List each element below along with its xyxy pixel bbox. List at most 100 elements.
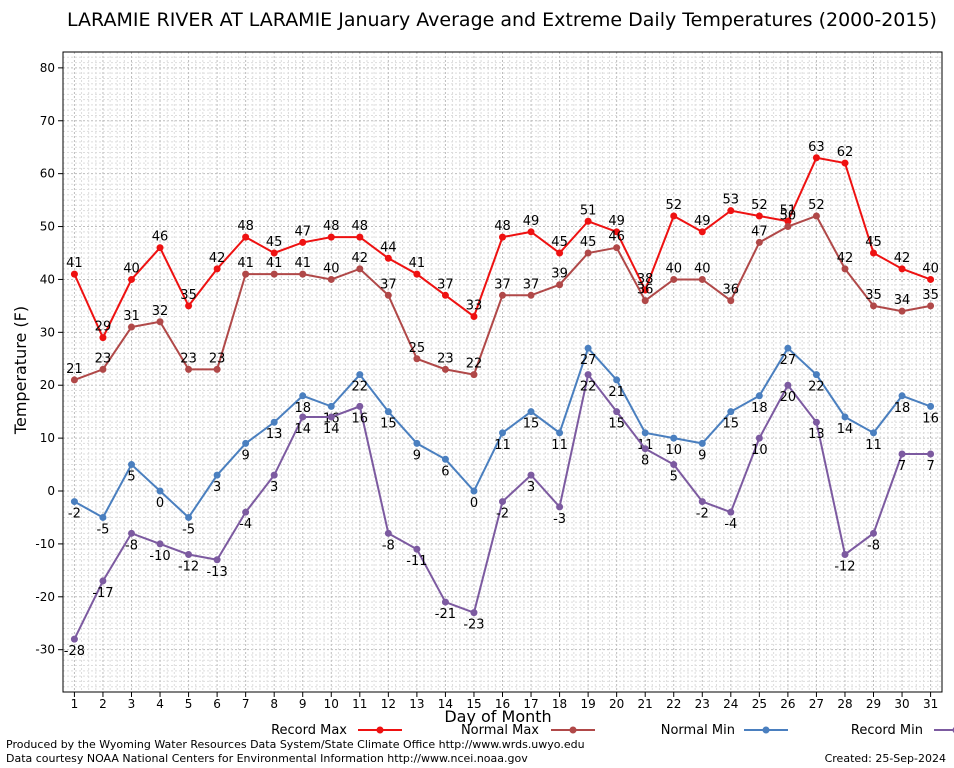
data-label: -10: [149, 549, 170, 564]
data-label: 18: [751, 401, 768, 416]
data-label: 45: [551, 235, 568, 250]
data-point: [213, 365, 221, 373]
data-point: [698, 275, 706, 283]
data-point: [812, 212, 820, 220]
data-point: [527, 471, 535, 479]
data-label: 48: [352, 219, 369, 234]
data-label: 40: [922, 261, 939, 276]
data-point: [927, 402, 935, 410]
data-label: 36: [723, 283, 740, 298]
data-label: 27: [580, 353, 597, 368]
data-label: 25: [409, 341, 426, 356]
data-label: 52: [665, 198, 682, 213]
data-point: [356, 233, 364, 241]
x-tick-label: 23: [695, 697, 710, 711]
data-label: 10: [665, 443, 682, 458]
data-point: [698, 439, 706, 447]
data-point: [584, 249, 592, 257]
data-label: 48: [323, 219, 340, 234]
x-tick-label: 15: [466, 697, 481, 711]
data-label: 22: [352, 380, 369, 395]
y-tick-label: -20: [35, 590, 55, 604]
x-tick-label: 10: [324, 697, 339, 711]
data-label: 47: [751, 224, 768, 239]
data-label: 29: [95, 320, 112, 335]
data-point: [870, 302, 878, 310]
data-point: [384, 529, 392, 537]
data-point: [812, 418, 820, 426]
data-label: 41: [409, 256, 426, 271]
data-label: 35: [922, 288, 939, 303]
data-label: -8: [125, 538, 138, 553]
x-tick-label: 6: [213, 697, 221, 711]
data-label: 41: [266, 256, 283, 271]
data-point: [556, 429, 564, 437]
data-label: 32: [152, 304, 169, 319]
data-point: [185, 302, 193, 310]
data-label: 48: [494, 219, 511, 234]
data-point: [441, 598, 449, 606]
data-label: -23: [463, 618, 484, 633]
data-point: [70, 498, 78, 506]
data-point: [755, 238, 763, 246]
data-point: [127, 323, 135, 331]
data-label: 14: [837, 422, 854, 437]
series-normal-max: 21 23 31 32 23 23 41 41 41 40 42 37 25 23 22 37 37 39 45 46…: [66, 198, 939, 384]
data-point: [356, 265, 364, 273]
data-point: [299, 392, 307, 400]
data-point: [327, 275, 335, 283]
data-point: [641, 445, 649, 453]
data-label: 45: [266, 235, 283, 250]
data-point: [755, 392, 763, 400]
data-point: [185, 365, 193, 373]
data-label: 18: [894, 401, 911, 416]
data-point: [755, 212, 763, 220]
data-label: 7: [926, 459, 934, 474]
data-point: [327, 233, 335, 241]
data-label: 31: [123, 309, 140, 324]
data-label: 41: [66, 256, 83, 271]
data-point: [185, 550, 193, 558]
data-point: [727, 508, 735, 516]
legend-marker: [762, 726, 770, 734]
data-label: -2: [68, 507, 81, 522]
data-point: [670, 275, 678, 283]
data-point: [613, 228, 621, 236]
data-label: 42: [352, 251, 369, 266]
data-point: [784, 344, 792, 352]
data-point: [327, 413, 335, 421]
data-point: [499, 291, 506, 299]
x-tick-label: 9: [299, 697, 307, 711]
y-tick-label: 10: [40, 431, 55, 445]
data-label: 9: [413, 448, 421, 463]
data-point: [470, 371, 478, 379]
x-tick-label: 16: [495, 697, 510, 711]
x-tick-label: 27: [809, 697, 824, 711]
data-point: [156, 487, 164, 495]
x-tick-label: 13: [409, 697, 424, 711]
x-tick-label: 4: [156, 697, 164, 711]
data-point: [613, 408, 621, 416]
data-point: [927, 450, 935, 458]
legend-label: Normal Max: [461, 723, 539, 738]
data-point: [927, 302, 935, 310]
series-record-max: 41 29 40 46 35 42 48 45 47 48 48 44 41 37 33 48 49 45 51 49…: [66, 140, 939, 342]
data-point: [670, 461, 678, 469]
series-normal-min: -2 -5 5 0 -5 3 9 13 18 16 22 15 9 6 0 11 15 11 27 21 11 10 9 15…: [68, 344, 939, 537]
x-tick-label: 12: [381, 697, 396, 711]
y-axis-label: Temperature (F): [11, 306, 30, 435]
data-point: [527, 228, 535, 236]
data-label: 22: [808, 380, 825, 395]
legend-label: Record Min: [851, 723, 923, 738]
data-point: [127, 461, 135, 469]
data-point: [841, 265, 849, 273]
y-tick-label: 80: [40, 61, 55, 75]
data-label: 38: [637, 272, 654, 287]
data-label: -11: [406, 554, 427, 569]
data-point: [698, 228, 706, 236]
y-tick-label: 30: [40, 325, 55, 339]
data-point: [99, 334, 107, 342]
data-label: 34: [894, 293, 911, 308]
data-point: [156, 540, 164, 548]
